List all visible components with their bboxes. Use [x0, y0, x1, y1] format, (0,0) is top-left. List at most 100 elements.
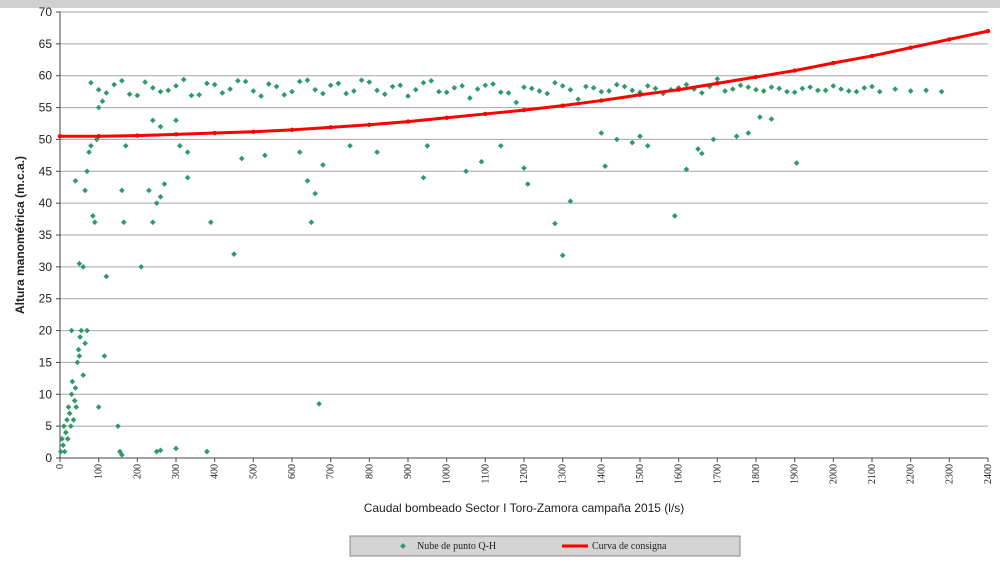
point	[722, 88, 728, 94]
point	[115, 423, 121, 429]
point	[65, 404, 72, 410]
point	[64, 416, 70, 423]
curve-marker	[405, 119, 411, 124]
y-tick-label: 10	[39, 387, 53, 401]
point	[583, 83, 589, 90]
x-tick-label: 100	[94, 464, 105, 479]
point	[180, 76, 187, 83]
y-tick-label: 45	[39, 164, 53, 178]
point	[204, 448, 210, 455]
point	[173, 83, 179, 89]
point	[312, 86, 319, 93]
point	[559, 83, 566, 89]
point	[791, 89, 798, 96]
point	[126, 91, 133, 98]
x-tick-label: 1600	[674, 464, 685, 484]
curve-marker	[869, 53, 875, 59]
point	[95, 86, 102, 93]
point	[80, 264, 87, 270]
legend-box	[349, 535, 741, 557]
point	[552, 220, 558, 227]
curve-marker	[57, 134, 63, 139]
point	[683, 81, 690, 88]
point	[273, 83, 280, 90]
point	[938, 88, 945, 95]
point	[235, 77, 241, 84]
x-tick-label: 1000	[442, 464, 453, 484]
y-tick-label: 0	[45, 451, 52, 465]
point	[757, 114, 763, 120]
point	[68, 327, 75, 334]
point	[289, 88, 295, 95]
point	[699, 90, 705, 96]
point	[892, 86, 899, 92]
point	[111, 81, 117, 88]
curve-marker	[947, 37, 952, 42]
curve	[60, 29, 989, 138]
point	[428, 77, 435, 84]
point	[482, 82, 489, 89]
point	[699, 150, 705, 157]
point	[316, 401, 322, 407]
point	[304, 77, 311, 84]
point	[196, 92, 203, 98]
curve-marker	[831, 60, 836, 66]
point	[69, 378, 76, 385]
curve-marker	[96, 134, 101, 139]
point	[629, 139, 636, 146]
point	[335, 80, 342, 87]
curve-marker	[251, 129, 256, 134]
y-tick-label: 20	[39, 324, 53, 338]
point	[822, 87, 829, 94]
point	[575, 96, 581, 103]
point	[72, 385, 79, 391]
point	[242, 78, 249, 85]
point	[72, 178, 79, 184]
point	[420, 174, 427, 181]
point	[227, 86, 233, 92]
curve-marker	[367, 122, 372, 127]
point	[683, 166, 690, 173]
legend-swatch	[400, 543, 406, 549]
point	[590, 84, 597, 91]
point	[876, 88, 883, 95]
x-tick-label: 800	[364, 464, 375, 479]
point	[161, 181, 168, 187]
point	[173, 117, 179, 124]
x-tick-label: 1800	[751, 464, 762, 484]
point	[853, 88, 860, 95]
point	[923, 87, 929, 94]
point	[567, 86, 574, 93]
x-tick-label: 2400	[983, 464, 994, 484]
point	[250, 88, 257, 94]
point	[521, 165, 527, 171]
point	[497, 142, 504, 149]
point	[745, 84, 752, 91]
point	[412, 86, 419, 93]
legend-label: Curva de consigna	[592, 541, 667, 552]
curve-marker	[212, 130, 217, 136]
point	[119, 451, 125, 458]
curve-marker	[173, 132, 179, 137]
point	[733, 133, 740, 140]
y-tick-label: 5	[45, 419, 52, 433]
curve-marker	[715, 81, 720, 86]
curve-marker	[444, 115, 449, 120]
y-tick-label: 25	[39, 292, 53, 306]
point	[134, 92, 141, 99]
point	[119, 187, 125, 194]
curve-marker	[289, 127, 295, 133]
x-tick-label: 700	[326, 464, 337, 479]
x-tick-label: 1700	[712, 464, 723, 484]
y-tick-label: 65	[39, 37, 53, 51]
point	[436, 88, 442, 95]
point	[505, 90, 512, 96]
point	[768, 116, 775, 122]
point	[637, 133, 643, 140]
point	[146, 187, 152, 194]
point	[157, 447, 164, 454]
point	[211, 81, 218, 88]
point	[710, 136, 717, 143]
point	[173, 445, 179, 452]
point	[528, 85, 535, 92]
